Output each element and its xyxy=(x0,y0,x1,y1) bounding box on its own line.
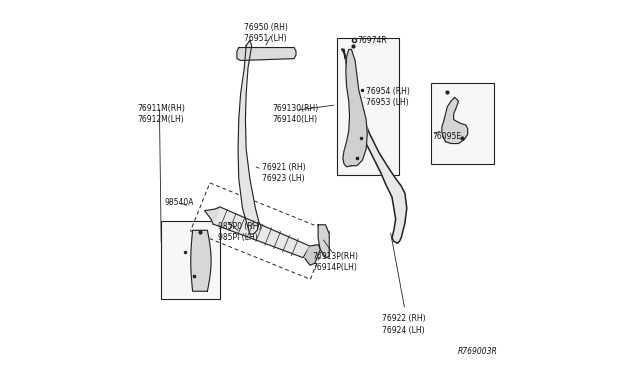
Text: 76974R: 76974R xyxy=(357,36,387,45)
FancyBboxPatch shape xyxy=(337,38,399,175)
Text: 985P0 (RH)
985PI (LH): 985P0 (RH) 985PI (LH) xyxy=(218,222,262,242)
Text: 76950 (RH)
76951 (LH): 76950 (RH) 76951 (LH) xyxy=(244,23,288,43)
Polygon shape xyxy=(342,49,407,243)
Polygon shape xyxy=(211,207,310,258)
Polygon shape xyxy=(205,207,220,224)
Polygon shape xyxy=(238,40,259,234)
Polygon shape xyxy=(305,245,321,265)
Text: 76911M(RH)
76912M(LH): 76911M(RH) 76912M(LH) xyxy=(137,104,185,124)
Text: R769003R: R769003R xyxy=(458,347,497,356)
Polygon shape xyxy=(442,97,468,144)
Text: 769130(RH)
769140(LH): 769130(RH) 769140(LH) xyxy=(272,104,318,124)
Text: 76922 (RH)
76924 (LH): 76922 (RH) 76924 (LH) xyxy=(382,314,426,334)
FancyBboxPatch shape xyxy=(431,83,493,164)
Text: 76921 (RH)
76923 (LH): 76921 (RH) 76923 (LH) xyxy=(262,163,306,183)
Polygon shape xyxy=(191,230,211,291)
Text: 76954 (RH)
76953 (LH): 76954 (RH) 76953 (LH) xyxy=(366,87,410,108)
Text: 98540A: 98540A xyxy=(165,198,195,207)
Polygon shape xyxy=(343,49,367,167)
Polygon shape xyxy=(237,48,296,61)
Text: 76095E: 76095E xyxy=(433,132,461,141)
FancyBboxPatch shape xyxy=(161,221,220,299)
Polygon shape xyxy=(318,225,329,258)
Text: 76913P(RH)
76914P(LH): 76913P(RH) 76914P(LH) xyxy=(312,251,358,272)
